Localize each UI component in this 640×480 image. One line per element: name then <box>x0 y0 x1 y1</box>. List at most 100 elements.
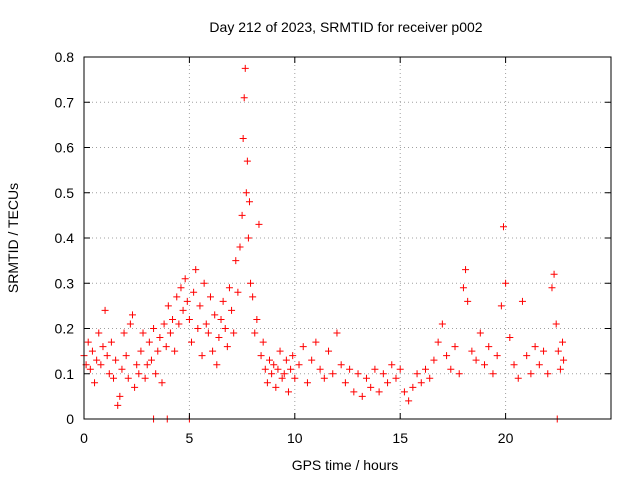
data-point <box>257 352 265 360</box>
data-point <box>128 311 136 319</box>
data-point <box>413 370 421 378</box>
data-point <box>499 223 507 231</box>
data-point <box>107 338 115 346</box>
data-point <box>455 370 463 378</box>
data-point <box>276 347 284 355</box>
data-point <box>185 315 193 323</box>
data-point <box>137 347 145 355</box>
data-point <box>284 388 292 396</box>
data-point <box>154 347 162 355</box>
data-point <box>392 374 400 382</box>
data-point <box>169 315 177 323</box>
data-point <box>430 356 438 364</box>
data-point <box>554 347 562 355</box>
data-point <box>375 388 383 396</box>
data-point <box>272 383 280 391</box>
data-point <box>270 361 278 369</box>
data-point <box>337 361 345 369</box>
data-point <box>162 343 170 351</box>
data-point <box>200 279 208 287</box>
data-point <box>560 356 568 364</box>
data-point <box>211 311 219 319</box>
data-point <box>263 379 271 387</box>
data-point <box>114 401 122 409</box>
data-point <box>261 365 269 373</box>
data-point <box>110 374 118 382</box>
data-point <box>238 211 246 219</box>
data-point <box>88 347 96 355</box>
data-point <box>341 379 349 387</box>
data-point <box>145 338 153 346</box>
data-point <box>213 361 221 369</box>
data-point <box>126 320 134 328</box>
data-point <box>147 356 155 364</box>
data-point <box>472 356 480 364</box>
data-point <box>245 198 253 206</box>
data-point <box>93 356 101 364</box>
data-point <box>152 370 160 378</box>
data-point <box>206 293 214 301</box>
data-point <box>97 361 105 369</box>
data-point <box>388 361 396 369</box>
data-point <box>202 320 210 328</box>
data-point <box>289 352 297 360</box>
data-point <box>183 297 191 305</box>
data-point <box>544 370 552 378</box>
data-point <box>447 365 455 373</box>
y-tick-label: 0 <box>66 411 74 427</box>
data-point <box>312 338 320 346</box>
data-point <box>234 288 242 296</box>
y-tick-label: 0.8 <box>55 49 75 65</box>
data-point <box>192 266 200 274</box>
data-point <box>510 361 518 369</box>
data-point <box>531 343 539 351</box>
data-point <box>559 338 567 346</box>
y-tick-label: 0.2 <box>55 321 75 337</box>
data-point <box>156 334 164 342</box>
data-point <box>287 365 295 373</box>
data-point <box>409 383 417 391</box>
data-point <box>99 343 107 351</box>
data-point <box>540 347 548 355</box>
data-point <box>251 329 259 337</box>
data-point <box>468 347 476 355</box>
data-point <box>518 297 526 305</box>
data-point <box>175 320 183 328</box>
data-point <box>143 361 151 369</box>
data-point <box>299 343 307 351</box>
data-point <box>232 257 240 265</box>
data-point <box>120 329 128 337</box>
x-axis-label: GPS time / hours <box>292 457 399 473</box>
data-point <box>230 329 238 337</box>
data-point <box>384 379 392 387</box>
data-point <box>243 157 251 165</box>
data-point <box>481 361 489 369</box>
data-point <box>506 334 514 342</box>
data-point <box>556 365 564 373</box>
data-point <box>325 347 333 355</box>
y-tick-label: 0.7 <box>55 94 75 110</box>
data-point <box>239 134 247 142</box>
data-point <box>459 284 467 292</box>
data-point <box>396 365 404 373</box>
data-point <box>417 379 425 387</box>
data-point <box>188 338 196 346</box>
data-point <box>497 302 505 310</box>
data-point <box>280 370 288 378</box>
data-point <box>247 279 255 287</box>
data-point <box>177 284 185 292</box>
y-axis-label: SRMTID / TECUs <box>5 183 21 293</box>
data-point <box>354 370 362 378</box>
data-point <box>405 397 413 405</box>
data-point <box>160 320 168 328</box>
data-point <box>221 325 229 332</box>
chart-title: Day 212 of 2023, SRMTID for receiver p00… <box>209 19 482 35</box>
data-point <box>426 374 434 382</box>
data-point <box>438 320 446 328</box>
data-point <box>295 361 303 369</box>
data-point <box>527 370 535 378</box>
data-point <box>241 64 249 72</box>
data-point <box>124 374 132 382</box>
data-point <box>228 306 236 314</box>
data-point <box>350 388 358 396</box>
